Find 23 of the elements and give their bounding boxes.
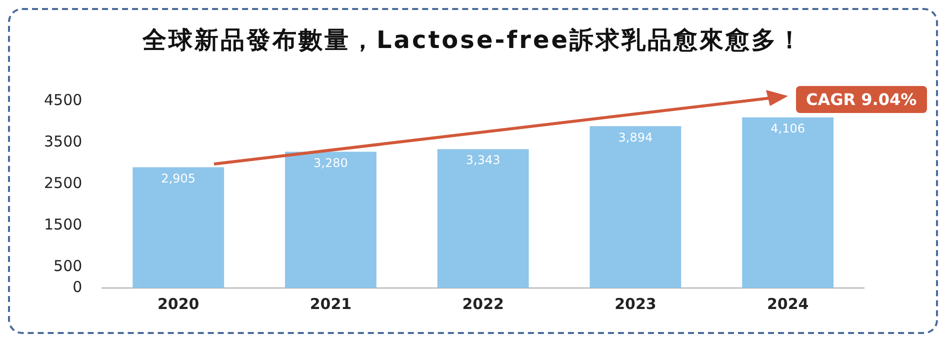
y-tick-label: 4500: [44, 90, 82, 109]
x-tick-label: 2020: [157, 294, 200, 313]
y-tick-label: 500: [54, 257, 82, 276]
data-label: 2,905: [161, 171, 196, 186]
bar: [285, 152, 376, 288]
data-label: 4,106: [770, 122, 805, 136]
y-tick-label: 3500: [44, 132, 82, 150]
y-tick-label: 2500: [44, 174, 82, 192]
x-tick-label: 2023: [614, 294, 656, 313]
annotation: CAGR 9.04%: [796, 86, 927, 113]
y-tick-label: 1500: [44, 216, 82, 234]
x-tick-label: 2024: [766, 294, 809, 313]
chart-title: 全球新品發布數量，Lactose-free訴求乳品愈來愈多！: [141, 25, 805, 56]
y-tick-label: 0: [72, 278, 82, 296]
bar: [742, 117, 834, 288]
data-label: 3,280: [314, 156, 348, 170]
bar: [590, 126, 682, 288]
data-label: 3,343: [466, 153, 500, 168]
bar: [132, 167, 224, 288]
x-tick-label: 2021: [310, 294, 352, 313]
x-tick-label: 2022: [462, 294, 504, 313]
data-label: 3,894: [618, 130, 653, 144]
bar: [437, 149, 529, 288]
